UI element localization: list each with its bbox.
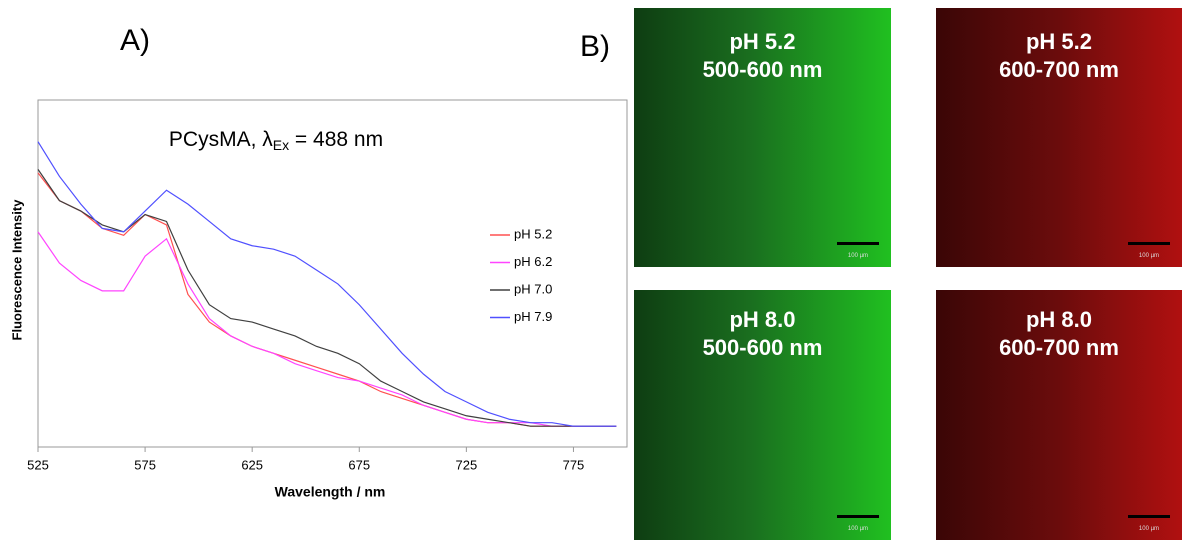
legend-label: pH 7.9	[514, 309, 552, 324]
x-tick-label: 725	[456, 457, 478, 472]
image-title: pH 8.0	[1025, 307, 1093, 332]
image-title: pH 8.0	[729, 307, 796, 332]
x-tick-label: 625	[241, 457, 263, 472]
scale-bar	[837, 242, 879, 245]
x-tick-label: 575	[134, 457, 156, 472]
image-subtitle: 600-700 nm	[999, 57, 1119, 82]
chart: PCysMA, λEx = 488 nm Wavelength / nm Flu…	[9, 99, 628, 500]
y-axis-label: Fluorescence Intensity	[9, 199, 24, 341]
plot-frame	[37, 99, 628, 448]
series-line	[37, 169, 617, 427]
series-line	[37, 172, 617, 427]
scale-bar-label: 100 µm	[1138, 526, 1160, 532]
legend-label: pH 7.0	[514, 281, 552, 296]
legend-label: pH 5.2	[514, 226, 552, 241]
scale-bar	[1128, 242, 1170, 245]
micrograph: pH 8.0 500-600 nm 100 µm	[634, 290, 891, 540]
image-subtitle: 600-700 nm	[999, 335, 1119, 360]
image-subtitle: 500-600 nm	[702, 57, 823, 82]
series-line	[37, 141, 617, 427]
series-line	[37, 231, 617, 427]
micrograph: pH 8.0 600-700 nm 100 µm	[936, 290, 1182, 540]
chart-title: PCysMA, λEx = 488 nm	[169, 128, 383, 153]
scale-bar-label: 100 µm	[847, 253, 869, 259]
image-title: pH 5.2	[1025, 29, 1093, 54]
legend-label: pH 6.2	[514, 254, 552, 269]
panel-label: B)	[580, 30, 610, 63]
panel-label: A)	[120, 24, 150, 57]
x-axis-label: Wavelength / nm	[275, 484, 386, 500]
scale-bar-label: 100 µm	[847, 526, 869, 532]
title-text: PCysMA, λ	[169, 128, 273, 151]
title-tail: = 488 nm	[289, 128, 383, 151]
scale-bar	[837, 515, 879, 518]
x-tick-label: 775	[563, 457, 585, 472]
image-title: pH 5.2	[729, 29, 796, 54]
x-tick-label: 525	[27, 457, 49, 472]
title-subscript: Ex	[273, 137, 289, 153]
micrograph: pH 5.2 500-600 nm 100 µm	[634, 8, 891, 267]
micrograph: pH 5.2 600-700 nm 100 µm	[936, 8, 1182, 267]
x-tick-label: 675	[348, 457, 370, 472]
image-subtitle: 500-600 nm	[702, 335, 823, 360]
scale-bar	[1128, 515, 1170, 518]
scale-bar-label: 100 µm	[1138, 253, 1160, 259]
